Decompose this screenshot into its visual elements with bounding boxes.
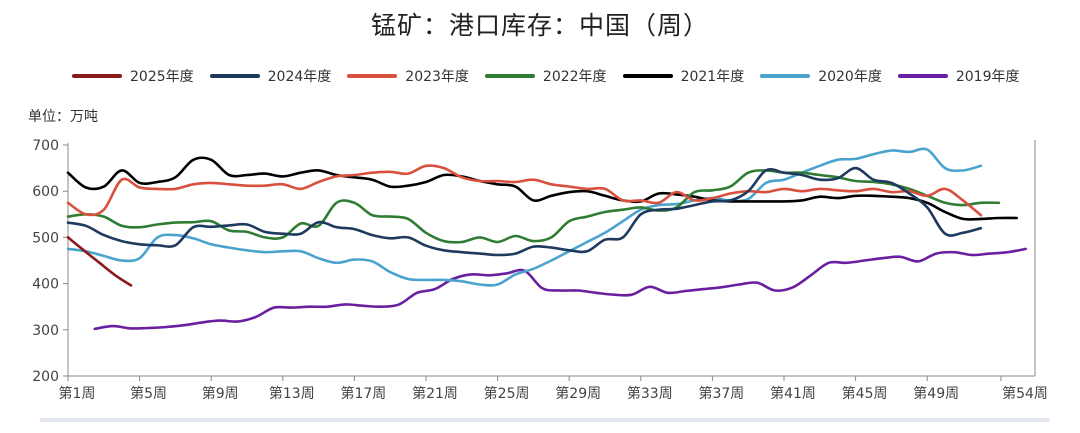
legend-label: 2023年度 [405,69,469,85]
legend-line-icon [209,74,260,78]
x-tick-label: 第45周 [842,385,888,402]
legend-item-2020年度[interactable]: 2020年度 [760,66,882,86]
y-tick-label: 400 [32,277,59,293]
x-tick-label: 第1周 [59,385,96,402]
series-line-2023年度[interactable] [66,164,983,217]
x-tick-label: 第49周 [913,385,959,402]
legend-item-2025年度[interactable]: 2025年度 [72,66,194,86]
legend-line-icon [622,74,673,78]
legend-line-icon [897,74,948,78]
legend-label: 2022年度 [542,69,607,85]
series-line-2025年度[interactable] [66,236,133,287]
legend-label: 2020年度 [818,69,882,85]
chart-legend: 2025年度 2024年度 2023年度 2022年度 2021年度 2020年度 2019… [72,66,1035,86]
x-tick-label: 第21周 [412,385,458,402]
legend-line-icon [72,74,122,78]
x-tick-label: 第41周 [770,385,816,402]
series-line-2020年度[interactable] [66,147,983,287]
x-tick-label: 第54周 [1002,385,1048,402]
legend-line-icon [484,74,535,78]
legend-item-2024年度[interactable]: 2024年度 [209,66,332,86]
legend-line-icon [347,74,398,78]
y-tick-label: 600 [32,184,59,200]
x-tick-label: 第9周 [202,385,239,402]
legend-item-2019年度[interactable]: 2019年度 [897,66,1020,86]
series-line-2024年度[interactable] [66,166,983,257]
x-tick-label: 第5周 [130,385,167,402]
x-tick-label: 第37周 [698,385,744,402]
legend-label: 2025年度 [130,69,194,85]
y-tick-label: 200 [32,369,59,385]
x-tick-label: 第29周 [555,385,601,402]
x-tick-label: 第33周 [627,385,673,402]
x-tick-label: 第25周 [484,385,530,402]
y-tick-label: 700 [32,138,59,154]
legend-item-2022年度[interactable]: 2022年度 [484,66,607,86]
x-tick-label: 第17周 [340,385,386,402]
y-tick-label: 300 [32,323,59,339]
x-tick-label: 第13周 [269,385,315,402]
legend-line-icon [760,74,811,78]
series-line-2022年度[interactable] [66,169,1001,244]
legend-label: 2024年度 [267,69,332,85]
series-line-2019年度[interactable] [93,247,1027,331]
legend-label: 2021年度 [680,69,745,85]
chart-title: 锰矿：港口库存：中国（周） [370,11,709,40]
legend-item-2023年度[interactable]: 2023年度 [347,66,469,86]
legend-label: 2019年度 [955,69,1020,85]
legend-item-2021年度[interactable]: 2021年度 [622,66,745,86]
series-line-2021年度[interactable] [66,156,1018,221]
unit-label: 单位：万吨 [28,109,98,125]
horizontal-scrollbar[interactable] [40,418,1050,422]
y-tick-label: 500 [32,230,59,246]
